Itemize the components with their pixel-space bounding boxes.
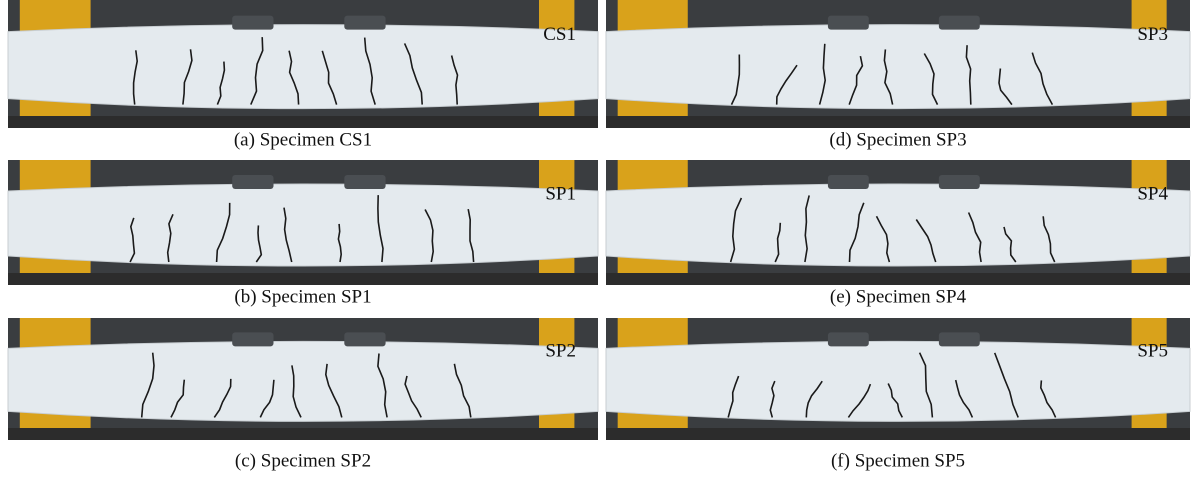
loading-pad <box>939 16 980 30</box>
caption: (f) Specimen SP5 <box>831 450 965 471</box>
panel: SP4 (e) Specimen SP4 <box>606 160 1190 307</box>
loading-pad <box>828 332 869 346</box>
specimen-label: SP3 <box>1137 24 1168 45</box>
floor <box>8 428 598 440</box>
panel: CS1 (a) Specimen CS1 <box>8 0 598 150</box>
specimen-label: SP4 <box>1137 183 1168 204</box>
floor <box>8 116 598 128</box>
figure: CS1(a) Specimen CS1SP3(d) Specimen SP3SP… <box>0 0 1194 477</box>
loading-pad <box>828 16 869 30</box>
loading-pad <box>939 175 980 189</box>
panel: SP3 (d) Specimen SP3 <box>606 0 1190 150</box>
specimen-label: SP2 <box>545 341 576 362</box>
loading-pad <box>232 332 273 346</box>
beam <box>8 25 598 109</box>
panel: SP2 (c) Specimen SP2 <box>8 318 598 471</box>
floor <box>606 273 1190 285</box>
specimen-label: SP5 <box>1137 341 1168 362</box>
caption: (b) Specimen SP1 <box>234 286 371 307</box>
loading-pad <box>344 332 385 346</box>
caption: (d) Specimen SP3 <box>829 129 966 150</box>
specimen-label: CS1 <box>543 24 576 45</box>
beam <box>8 341 598 421</box>
beam <box>606 184 1190 266</box>
loading-pad <box>344 175 385 189</box>
loading-pad <box>828 175 869 189</box>
loading-pad <box>232 175 273 189</box>
floor <box>606 116 1190 128</box>
beam <box>606 25 1190 109</box>
caption: (e) Specimen SP4 <box>830 286 967 307</box>
beam <box>8 184 598 266</box>
loading-pad <box>939 332 980 346</box>
floor <box>606 428 1190 440</box>
panel: SP1 (b) Specimen SP1 <box>8 160 598 307</box>
floor <box>8 273 598 285</box>
caption: (a) Specimen CS1 <box>234 129 372 150</box>
loading-pad <box>344 16 385 30</box>
specimen-label: SP1 <box>545 183 576 204</box>
loading-pad <box>232 16 273 30</box>
panel: SP5 (f) Specimen SP5 <box>606 318 1190 471</box>
caption: (c) Specimen SP2 <box>235 450 371 471</box>
